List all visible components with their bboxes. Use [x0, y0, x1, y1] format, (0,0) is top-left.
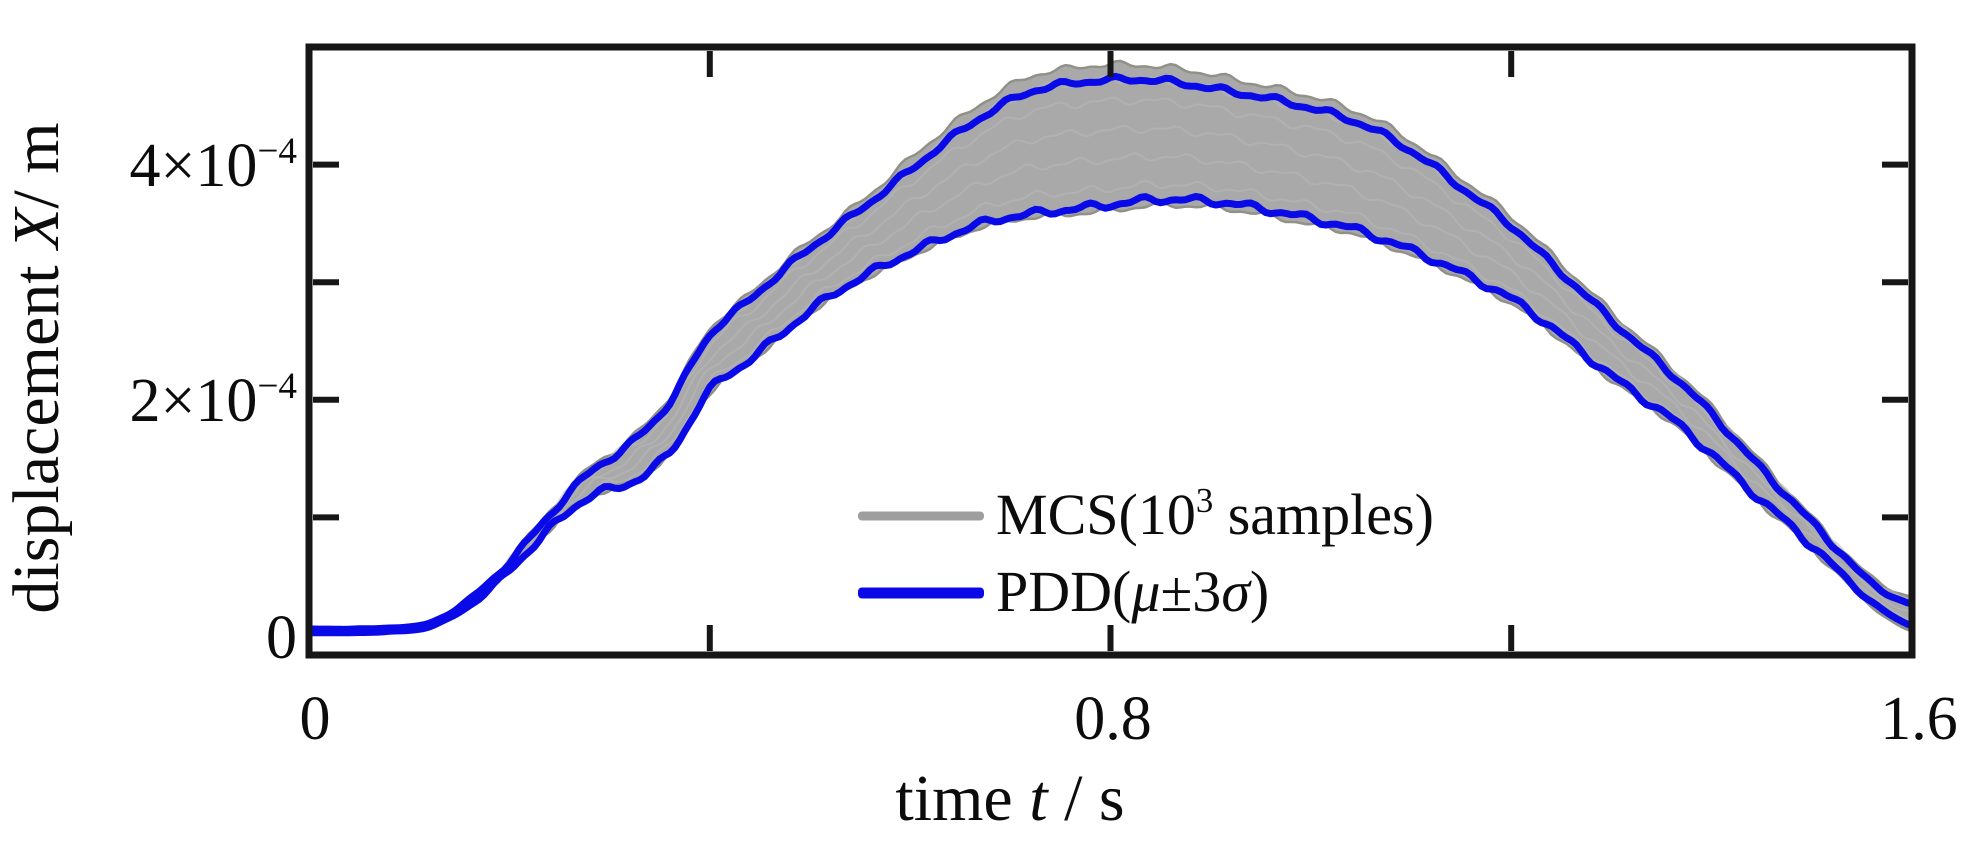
mcs-trace-streak — [308, 152, 1913, 633]
pdd-lower-bound-line — [305, 193, 1916, 637]
mcs-ensemble-band — [307, 59, 1914, 635]
y-tick-label-4e-4: 4×10−4 — [129, 130, 297, 201]
legend-swatch-mcs-gray-line — [858, 511, 984, 521]
mcs-trace-streak — [308, 124, 1913, 632]
plot-border — [305, 43, 1916, 659]
x-tick-label-1-6: 1.6 — [1880, 685, 1958, 753]
legend-label-pdd: PDD(μ±3σ) — [996, 559, 1270, 624]
x-tick-label-0: 0 — [299, 685, 331, 753]
x-tick-label-0-8: 0.8 — [1074, 685, 1152, 753]
legend-label-mcs: MCS(103 samples) — [996, 481, 1434, 547]
x-axis-label: time t / s — [895, 762, 1125, 835]
legend-swatch-pdd-blue-line — [858, 587, 984, 599]
y-tick-label-2e-4: 2×10−4 — [129, 365, 297, 436]
y-axis-label: displacement X/ m — [0, 122, 73, 614]
pdd-upper-bound-line — [305, 72, 1916, 633]
y-tick-label-0: 0 — [266, 604, 297, 673]
